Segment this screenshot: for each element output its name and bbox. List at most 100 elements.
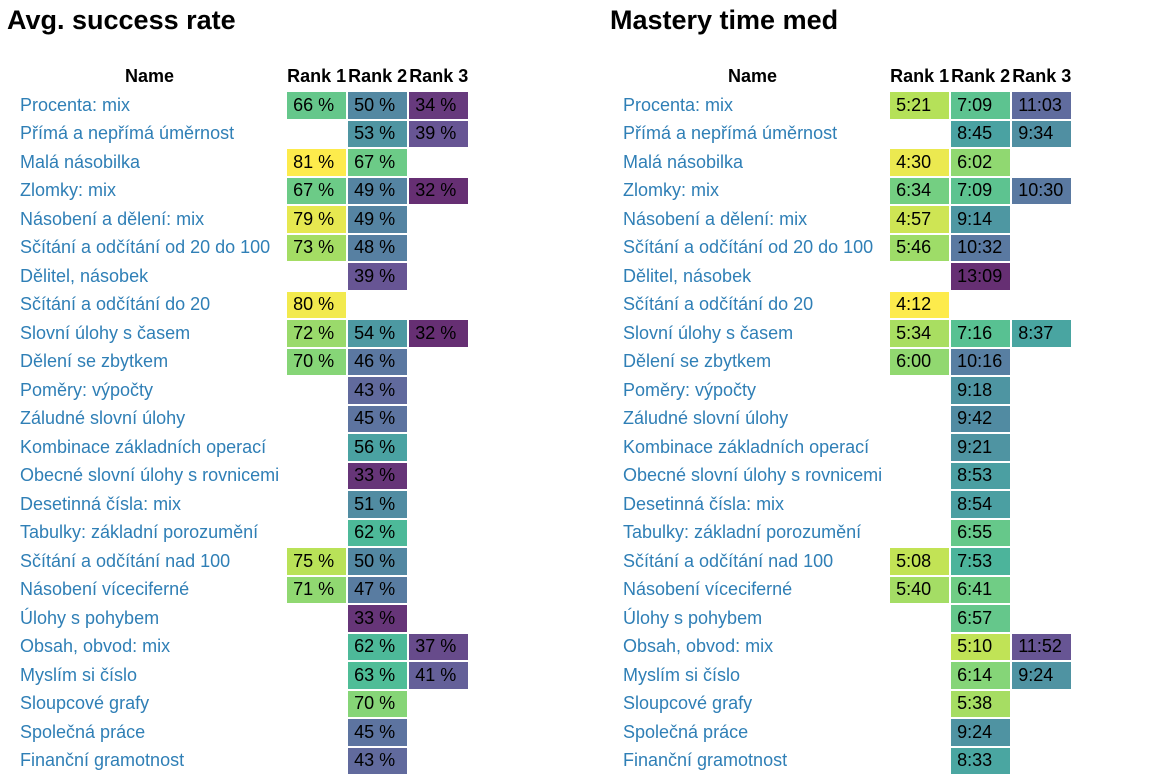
heatmap-cell (287, 691, 346, 718)
heatmap-cell: 70 % (348, 690, 408, 717)
success-rate-panel: Avg. success rate Name Rank 1 Rank 2 Rank 3… (7, 0, 469, 774)
heatmap-cell (287, 662, 346, 689)
heatmap-cell (287, 463, 346, 490)
heatmap-cell: 8:54 (951, 491, 1011, 518)
heatmap-cell (890, 121, 949, 148)
heatmap-cell (1012, 434, 1071, 461)
table-row: Násobení víceciferné 71 % 47 % (14, 576, 468, 603)
heatmap-cell (1012, 463, 1071, 490)
row-name: Finanční gramotnost (20, 750, 185, 771)
heatmap-cell: 70 % (287, 348, 347, 375)
heatmap-cell: 37 % (409, 633, 469, 660)
heatmap-cell (1012, 491, 1071, 518)
heatmap-cell: 43 % (348, 377, 408, 404)
row-name: Dělení se zbytkem (20, 351, 169, 372)
heatmap-cell (1012, 377, 1071, 404)
table-row: Sčítání a odčítání od 20 do 100 5:46 10:32 (617, 234, 1071, 261)
heatmap-cell (1012, 719, 1071, 746)
table-row: Přímá a nepřímá úměrnost 53 % 39 % (14, 120, 469, 148)
table-row: Přímá a nepřímá úměrnost 8:45 9:34 (617, 120, 1072, 148)
heatmap-cell: 6:00 (890, 348, 950, 375)
heatmap-cell: 51 % (348, 491, 408, 518)
table-row: Sčítání a odčítání nad 100 5:08 7:53 (617, 548, 1071, 575)
table-row: Slovní úlohy s časem 5:34 7:16 8:37 (617, 320, 1072, 347)
heatmap-cell (1012, 349, 1071, 376)
heatmap-cell: 8:45 (951, 120, 1011, 147)
row-name: Procenta: mix (623, 94, 734, 115)
row-name: Myslím si číslo (20, 664, 137, 685)
table-row: Společná práce 9:24 (617, 719, 1071, 746)
heatmap-cell: 66 % (287, 92, 347, 119)
heatmap-cell (890, 406, 949, 433)
heatmap-cell (1012, 263, 1071, 290)
heatmap-cell (287, 377, 346, 404)
heatmap-cell (409, 719, 468, 746)
heatmap-cell: 11:52 (1012, 633, 1072, 660)
table-row: Dělitel, násobek 13:09 (617, 263, 1071, 290)
table-row: Sčítání a odčítání od 20 do 100 73 % 48 % (14, 234, 468, 261)
heatmap-cell: 9:34 (1012, 120, 1072, 147)
table-row: Společná práce 45 % (14, 719, 468, 746)
column-header-rank-2: Rank 2 (348, 66, 408, 86)
row-name: Společná práce (20, 721, 146, 742)
heatmap-cell (890, 463, 949, 490)
heatmap-cell (348, 292, 407, 319)
row-name: Sloupcové grafy (20, 693, 150, 714)
row-name: Obsah, obvod: mix (20, 636, 171, 657)
heatmap-cell (1012, 748, 1071, 775)
heatmap-cell: 7:09 (951, 177, 1011, 204)
row-name: Sčítání a odčítání do 20 (623, 294, 814, 315)
table-row: Obsah, obvod: mix 62 % 37 % (14, 633, 469, 660)
column-header-rank-1: Rank 1 (287, 66, 347, 86)
heatmap-cell (287, 719, 346, 746)
heatmap-cell (287, 263, 346, 290)
heatmap-cell: 10:32 (951, 234, 1011, 261)
heatmap-cell (890, 520, 949, 547)
table-row: Dělení se zbytkem 6:00 10:16 (617, 348, 1071, 376)
heatmap-cell: 8:53 (951, 462, 1011, 489)
heatmap-cell (287, 121, 346, 148)
panel-title: Mastery time med (610, 5, 839, 35)
row-name: Dělitel, násobek (20, 265, 149, 286)
table-row: Záludné slovní úlohy 9:42 (617, 405, 1071, 433)
table-row: Tabulky: základní porozumění 62 % (14, 519, 468, 547)
heatmap-cell (890, 434, 949, 461)
heatmap-cell: 6:34 (890, 177, 950, 204)
heatmap-cell: 5:40 (890, 576, 950, 603)
row-name: Sčítání a odčítání do 20 (20, 294, 211, 315)
heatmap-cell (409, 748, 468, 775)
heatmap-cell: 9:18 (951, 377, 1011, 404)
row-name: Malá násobilka (623, 151, 744, 172)
heatmap-cell: 5:34 (890, 320, 950, 347)
table-row: Kombinace základních operací 56 % (14, 434, 468, 461)
heatmap-cell: 33 % (348, 605, 408, 632)
row-name: Poměry: výpočty (20, 379, 154, 400)
heatmap-cell (890, 634, 949, 661)
table-row: Finanční gramotnost 8:33 (617, 747, 1071, 775)
row-name: Slovní úlohy s časem (20, 322, 191, 343)
heatmap-cell: 67 % (287, 177, 347, 204)
success-rate-heatmap: Name Rank 1 Rank 2 Rank 3 Procenta: mix 66 %… (12, 61, 470, 776)
heatmap-cell: 63 % (348, 662, 408, 689)
heatmap-cell (1012, 520, 1071, 547)
heatmap-cell (890, 691, 949, 718)
heatmap-cell: 71 % (287, 576, 347, 603)
table-row: Násobení víceciferné 5:40 6:41 (617, 576, 1071, 603)
heatmap-cell (1012, 292, 1071, 319)
row-name: Finanční gramotnost (623, 750, 788, 771)
table-row: Dělení se zbytkem 70 % 46 % (14, 348, 468, 375)
row-name: Násobení víceciferné (623, 579, 793, 600)
heatmap-cell: 62 % (348, 633, 408, 660)
heatmap-cell: 8:37 (1012, 320, 1072, 347)
row-name: Myslím si číslo (623, 664, 740, 685)
heatmap-cell: 5:21 (890, 92, 950, 119)
heatmap-cell: 56 % (348, 434, 408, 461)
row-name: Dělení se zbytkem (623, 351, 772, 372)
heatmap-cell: 67 % (348, 149, 408, 176)
row-name: Tabulky: základní porozumění (623, 522, 862, 543)
heatmap-cell (1012, 149, 1071, 176)
table-row: Finanční gramotnost 43 % (14, 747, 468, 775)
mastery-time-heatmap: Name Rank 1 Rank 2 Rank 3 Procenta: mix 5:21… (615, 61, 1073, 776)
heatmap-cell (890, 748, 949, 775)
heatmap-cell (409, 520, 468, 547)
